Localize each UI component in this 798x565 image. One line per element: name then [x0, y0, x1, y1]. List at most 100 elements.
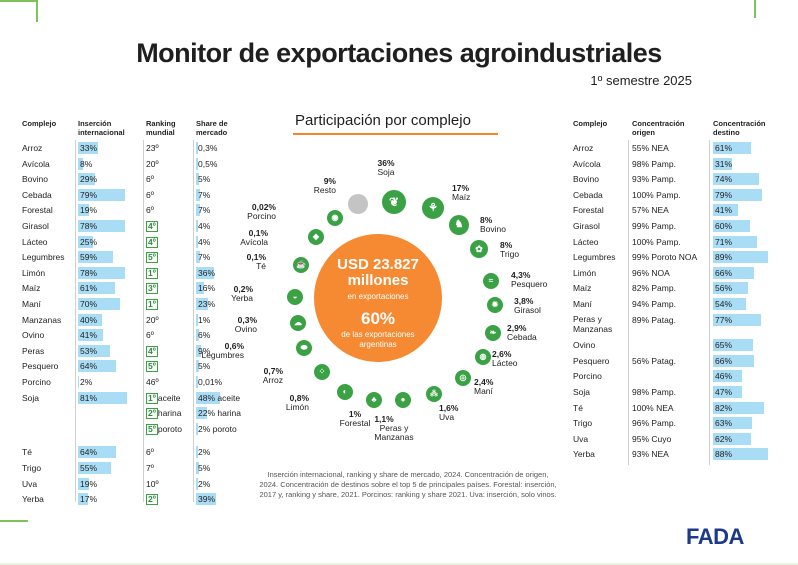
insercion-value: 2%	[80, 377, 93, 387]
center-total-caption: en exportaciones	[347, 292, 409, 301]
share-value: 5%	[198, 174, 211, 185]
left-separator-3	[193, 140, 194, 502]
table-row: Maní 94% Pamp. 54%	[540, 297, 790, 311]
row-origen: 94% Pamp.	[632, 299, 676, 309]
table-row: Bovino 93% Pamp. 74%	[540, 172, 790, 186]
ranking-value: 3º	[146, 281, 158, 295]
slice-value: 36%	[377, 158, 395, 168]
frame-line-left	[0, 520, 28, 522]
destino-bar	[713, 313, 761, 326]
table-row: Trigo 55% 7º 5%	[0, 461, 260, 475]
table-row: Yerba 17% 2º 39%	[0, 492, 260, 506]
destino-bar	[713, 298, 747, 310]
page-title: Monitor de exportaciones agroindustriale…	[136, 38, 662, 68]
destino-bar	[713, 282, 748, 295]
row-complejo: Limón	[22, 267, 46, 278]
sunflower-icon: ✹	[487, 297, 503, 313]
slice-value: 0,1%	[248, 228, 268, 238]
slice-value: 2,9%	[507, 323, 527, 333]
destino-value: 61%	[715, 143, 733, 153]
table-row: Manzanas 40% 20º 1%	[0, 313, 260, 327]
icon-glyph: ✹	[491, 300, 499, 309]
row-complejo: Uva	[573, 433, 589, 444]
share-value: 5%	[198, 463, 211, 473]
row-complejo: Yerba	[22, 494, 44, 505]
icon-glyph: ⚘	[428, 202, 438, 214]
table-row: Cebada 100% Pamp. 79%	[540, 188, 790, 202]
share-bar	[196, 477, 198, 490]
row-complejo: Soja	[573, 387, 591, 397]
row-complejo: Legumbres	[22, 252, 65, 263]
slice-value: 2,4%	[474, 377, 494, 387]
share-value: 6%	[198, 330, 211, 341]
insercion-bar	[78, 493, 89, 506]
insercion-bar	[78, 329, 103, 342]
slice-name: Limón	[285, 402, 309, 412]
table-row: Té 100% NEA 82%	[540, 401, 790, 415]
insercion-bar	[78, 173, 96, 186]
share-value: 23%	[198, 299, 216, 309]
ranking-box: 2º	[146, 408, 158, 420]
ranking-box: 4º	[146, 345, 158, 357]
row-complejo: Trigo	[573, 418, 593, 429]
insercion-value: 70%	[80, 299, 98, 309]
row-complejo: Porcino	[573, 371, 602, 382]
row-complejo: Té	[22, 447, 32, 458]
share-value: 7%	[198, 205, 211, 216]
insercion-bar	[78, 188, 126, 201]
ranking-value: 5º	[146, 359, 158, 373]
table-row: Girasol 99% Pamp. 60%	[540, 219, 790, 233]
slice-value: 0,8%	[289, 393, 309, 403]
insercion-bar	[78, 298, 120, 310]
row-complejo: Maní	[573, 299, 592, 309]
row-complejo: Girasol	[573, 221, 600, 231]
footnote: Inserción internacional, ranking y share…	[259, 470, 557, 499]
insercion-value: 17%	[80, 494, 98, 505]
icon-glyph: ●	[400, 395, 406, 404]
row-origen: 99% Pamp.	[632, 221, 676, 231]
row-complejo: Pesquero	[573, 355, 610, 366]
destino-bar	[713, 401, 764, 414]
row-complejo: Peras y Manzanas	[573, 313, 613, 334]
wheat-icon: ✿	[470, 240, 488, 258]
slice-label-maiz: 17% Maíz	[452, 184, 470, 202]
icon-glyph: ⁘	[318, 367, 326, 376]
table-row: Pesquero 64% 5º 5%	[0, 359, 260, 373]
share-bar	[196, 422, 198, 435]
row-complejo: Bovino	[22, 174, 48, 185]
row-complejo: Yerba	[573, 449, 595, 460]
destino-bar	[713, 204, 739, 217]
ranking-value: 7º	[146, 463, 154, 473]
share-bar	[196, 313, 198, 326]
table-row: Uva 95% Cuyo 62%	[540, 432, 790, 446]
frame-line-bottom-left	[0, 563, 798, 565]
ranking-box: 3º	[146, 283, 158, 295]
slice-label-avicola: 0,1% Avícola	[198, 229, 268, 247]
insercion-bar	[78, 391, 127, 404]
row-complejo: Peras	[22, 345, 45, 356]
tea-icon: ☕	[293, 257, 309, 273]
table-row: Avícola 98% Pamp. 31%	[540, 157, 790, 171]
table-row: Lácteo 25% 4º 4%	[0, 235, 260, 249]
share-bar	[196, 329, 199, 342]
icon-glyph: ◐	[342, 387, 348, 396]
share-value: 2%	[198, 478, 211, 489]
insercion-bar	[78, 142, 98, 154]
legume-icon: ⬬	[296, 340, 312, 356]
slice-label-lacteo: 2,6% Lácteo	[492, 350, 518, 368]
insercion-value: 64%	[80, 361, 98, 372]
destino-bar	[713, 339, 754, 352]
center-circle: USD 23.827 millones en exportaciones 60%…	[314, 234, 442, 362]
slice-value: 4,3%	[511, 270, 531, 280]
slice-value: 0,7%	[263, 366, 283, 376]
icon-glyph: ◉	[331, 213, 339, 222]
tree-icon: ♣	[366, 392, 382, 408]
ranking-value: 1º aceite	[146, 391, 181, 405]
destino-value: 60%	[715, 221, 733, 231]
slice-name: Yerba	[231, 293, 253, 303]
share-bar	[196, 142, 198, 154]
icon-glyph: ◎	[459, 373, 467, 382]
destino-value: 54%	[715, 299, 733, 309]
share-value: 22% harina	[198, 408, 242, 419]
cow-icon: ♞	[449, 215, 469, 235]
